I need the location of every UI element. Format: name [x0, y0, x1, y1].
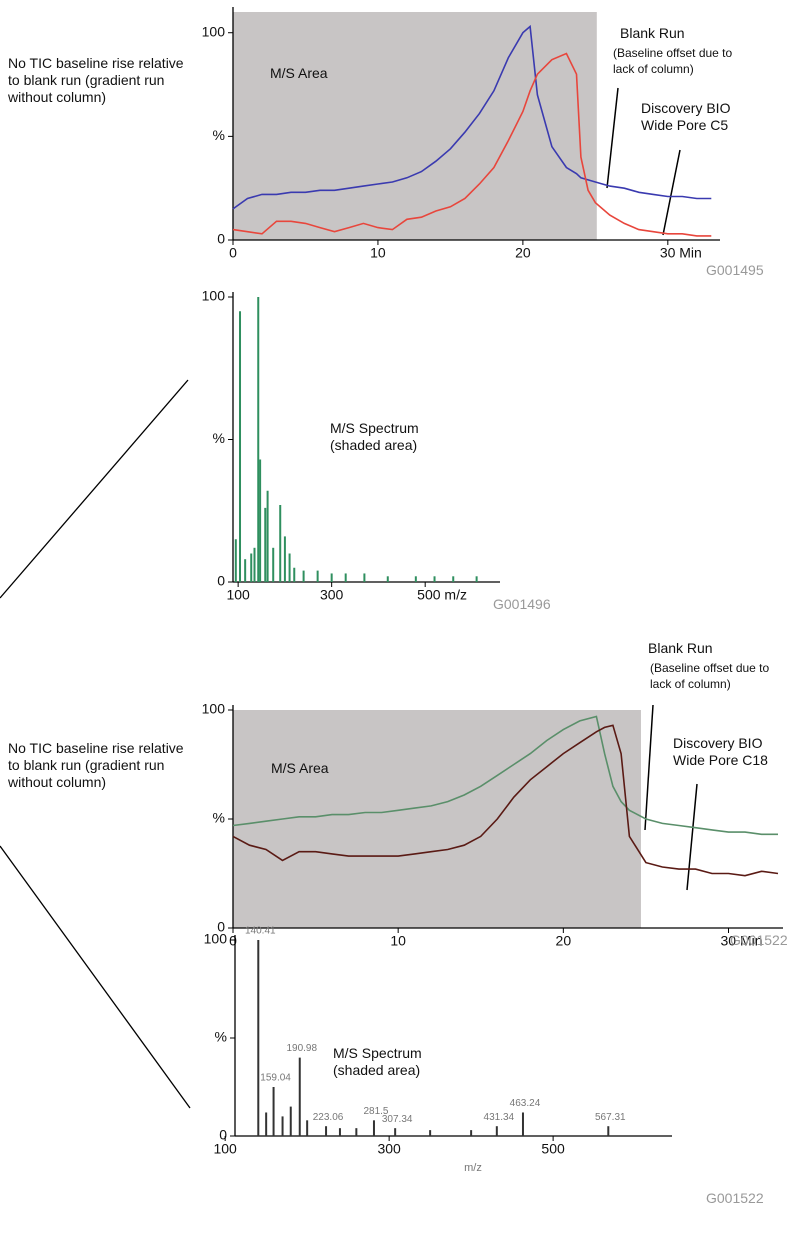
legend-label: Discovery BIO Wide Pore C18	[673, 735, 768, 768]
figure-code: G001522	[730, 932, 788, 948]
peak-label: 190.98	[286, 1043, 317, 1054]
shade-label: M/S Area	[270, 65, 328, 81]
y-tick-label: %	[213, 810, 225, 826]
series-line	[232, 724, 779, 877]
y-tick-label: 0	[217, 919, 225, 935]
y-tick-label: 100	[202, 288, 226, 304]
legend-label: Blank Run	[620, 25, 685, 41]
x-axis-label: m/z	[464, 1162, 482, 1174]
annotation-note: (Baseline offset due to lack of column)	[613, 46, 733, 76]
x-tick-label: 500	[541, 1141, 565, 1157]
x-tick-label: 30 Min	[660, 245, 702, 261]
x-tick-label: 100	[213, 1141, 237, 1157]
connector	[0, 379, 189, 599]
chart: 0% 100 100 300 500 m/z	[202, 288, 500, 603]
x-tick-label: 0	[229, 933, 237, 949]
x-tick-label: 30 Min	[720, 933, 762, 949]
legend-label: Discovery BIO Wide Pore C5	[641, 100, 731, 133]
legend-label: Blank Run	[648, 640, 713, 656]
x-tick-label: 20	[515, 245, 531, 261]
peak-label: 567.31	[595, 1112, 626, 1123]
y-tick-label: 0	[219, 1127, 227, 1143]
y-tick-label: 0	[217, 231, 225, 247]
x-tick-label: 20	[556, 933, 572, 949]
shade-label: M/S Area	[271, 760, 329, 776]
peak-label: 223.06	[313, 1112, 344, 1123]
chart: 0% 100 0 10 20 30 Min	[202, 7, 720, 261]
x-tick-label: 100	[226, 587, 250, 603]
figure-code: G001495	[706, 262, 764, 278]
spectrum-title: M/S Spectrum (shaded area)	[333, 1045, 422, 1078]
x-tick-label: 300	[320, 587, 344, 603]
y-tick-label: %	[213, 127, 225, 143]
pointer	[686, 783, 698, 891]
y-tick-label: 100	[204, 931, 228, 947]
pointer	[662, 149, 681, 236]
y-tick-label: 100	[202, 701, 226, 717]
connector	[0, 845, 191, 1109]
side-note: No TIC baseline rise relative to blank r…	[8, 55, 184, 105]
peak-label: 463.24	[510, 1098, 541, 1109]
pointer	[644, 704, 654, 831]
y-tick-label: %	[213, 430, 225, 446]
peak-label: 159.04	[260, 1073, 291, 1084]
spectrum-title: M/S Spectrum (shaded area)	[330, 420, 419, 453]
y-tick-label: 100	[202, 23, 226, 39]
x-tick-label: 10	[370, 245, 386, 261]
shaded-area	[233, 12, 597, 240]
peak-label: 281.5	[363, 1106, 388, 1117]
series-line	[232, 52, 712, 237]
annotation-note: (Baseline offset due to lack of column)	[650, 661, 770, 691]
y-tick-label: 0	[217, 573, 225, 589]
x-tick-label: 300	[377, 1141, 401, 1157]
series-line	[232, 715, 778, 836]
x-tick-label: 0	[229, 245, 237, 261]
figure-code: G001496	[493, 596, 551, 612]
figure-code: G001522	[706, 1190, 764, 1206]
y-tick-label: %	[215, 1029, 227, 1045]
peak-label: 431.34	[484, 1112, 515, 1123]
series-line	[232, 24, 712, 210]
peak-label: 307.34	[382, 1114, 413, 1125]
x-tick-label: 10	[390, 933, 406, 949]
peak-label: 140.41	[245, 926, 276, 937]
side-note: No TIC baseline rise relative to blank r…	[8, 740, 184, 790]
x-tick-label: 500 m/z	[417, 587, 467, 603]
pointer	[606, 87, 619, 189]
